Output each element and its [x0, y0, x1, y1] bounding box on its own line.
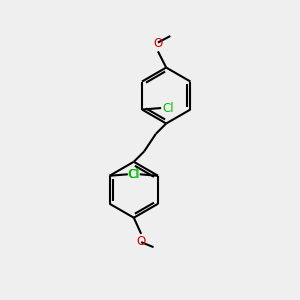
Text: Cl: Cl — [129, 168, 140, 181]
Text: Cl: Cl — [127, 168, 139, 181]
Text: O: O — [136, 235, 146, 248]
Text: O: O — [153, 37, 163, 50]
Text: Cl: Cl — [162, 101, 174, 115]
